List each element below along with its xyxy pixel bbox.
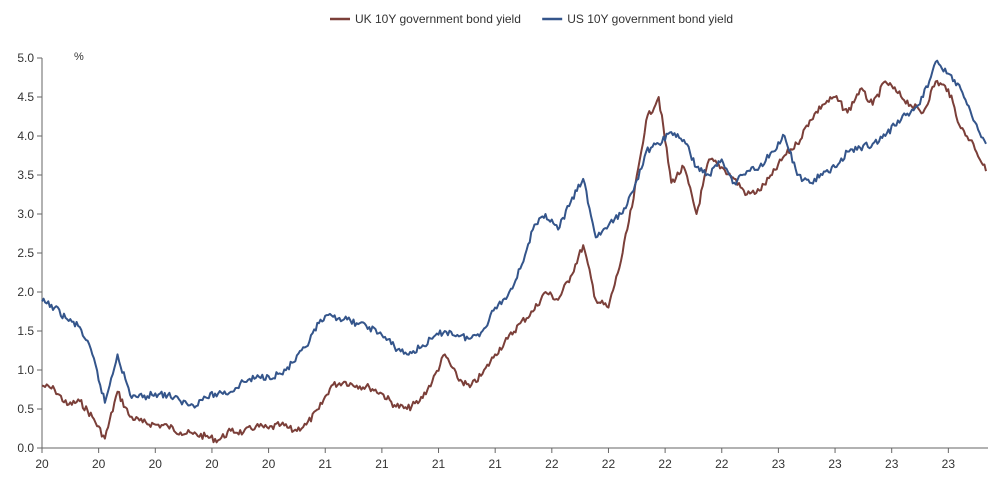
x-tick-label: 21 [375, 457, 389, 471]
x-tick-label: 20 [205, 457, 219, 471]
y-tick-label: 5.0 [17, 51, 34, 65]
chart-legend: UK 10Y government bond yield US 10Y gover… [330, 12, 733, 26]
legend-label-us: US 10Y government bond yield [567, 12, 733, 26]
x-tick-label: 20 [92, 457, 106, 471]
us-yield-line [41, 59, 987, 409]
y-unit-label: % [74, 51, 84, 63]
x-tick-label: 22 [602, 457, 616, 471]
y-tick-label: 2.0 [17, 285, 34, 299]
x-tick-label: 22 [715, 457, 729, 471]
y-axis: 0.0 0.5 1.0 1.5 2.0 2.5 3.0 3.5 4.0 4.5 5.0 [17, 51, 43, 455]
x-tick-label: 22 [545, 457, 559, 471]
y-tick-label: 3.0 [17, 207, 34, 221]
x-tick-label: 20 [262, 457, 276, 471]
y-tick-label: 4.0 [17, 129, 34, 143]
uk-yield-line [41, 79, 987, 444]
x-tick-label: 20 [35, 457, 49, 471]
x-axis: 20 20 20 20 20 21 21 21 21 22 22 22 22 23 23 23 23 [35, 447, 988, 471]
y-tick-label: 0.0 [17, 441, 34, 455]
x-tick-label: 20 [149, 457, 163, 471]
x-tick-label: 21 [488, 457, 502, 471]
x-tick-label: 22 [658, 457, 672, 471]
y-tick-label: 3.5 [17, 168, 34, 182]
x-tick-label: 23 [772, 457, 786, 471]
y-tick-label: 2.5 [17, 246, 34, 260]
y-tick-label: 0.5 [17, 402, 34, 416]
x-tick-label: 23 [828, 457, 842, 471]
x-tick-label: 21 [319, 457, 333, 471]
y-tick-label: 1.5 [17, 324, 34, 338]
y-tick-label: 1.0 [17, 363, 34, 377]
x-tick-label: 23 [942, 457, 956, 471]
legend-label-uk: UK 10Y government bond yield [355, 12, 521, 26]
x-tick-label: 21 [432, 457, 446, 471]
y-tick-label: 4.5 [17, 90, 34, 104]
series-layer [41, 59, 987, 444]
x-tick-label: 23 [885, 457, 899, 471]
